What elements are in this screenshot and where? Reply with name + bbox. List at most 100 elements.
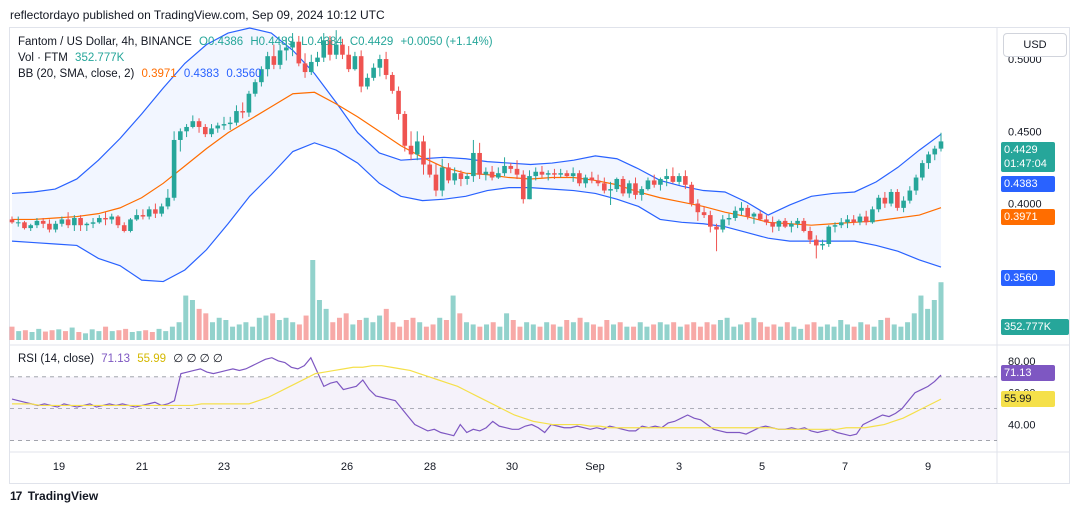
candle-body: [103, 217, 108, 220]
currency-button[interactable]: USD: [1003, 33, 1067, 57]
candle-body: [907, 190, 913, 201]
candle-body: [820, 243, 825, 246]
candle-body: [489, 171, 495, 178]
candle-body: [895, 191, 900, 208]
candle-body: [34, 220, 40, 226]
candle-body: [508, 165, 514, 169]
volume-bar: [844, 324, 850, 340]
volume-bar: [143, 330, 149, 340]
candle-body: [502, 165, 507, 174]
candle-body: [371, 67, 376, 78]
symbol-title: Fantom / US Dollar, 4h, BINANCE: [18, 36, 192, 48]
candle-body: [795, 220, 800, 224]
volume-bar: [764, 326, 770, 340]
volume-bar: [457, 313, 463, 340]
volume-bar: [851, 326, 857, 340]
candle-body: [689, 184, 694, 204]
bb-legend: BB (20, SMA, close, 2) 0.3971 0.4383 0.3…: [18, 68, 266, 80]
candle-body: [770, 222, 775, 227]
candle-body: [333, 44, 339, 55]
volume-bar: [484, 324, 490, 340]
volume-bar: [864, 324, 870, 340]
price-axis-label: 0.4500: [1008, 126, 1042, 138]
rsi-legend: RSI (14, close) 71.13 55.99 ∅ ∅ ∅ ∅: [18, 351, 227, 365]
volume-bar: [677, 326, 683, 340]
volume-bar: [711, 324, 717, 340]
ohlc-open: O0.4386: [199, 36, 244, 48]
volume-bar: [417, 322, 423, 340]
volume-bar: [223, 320, 229, 340]
volume-bar: [744, 322, 750, 340]
rsi-ma-value: 55.99: [137, 353, 167, 365]
candle-body: [427, 164, 433, 175]
candle-body: [901, 200, 906, 208]
candle-body: [240, 111, 245, 113]
volume-bar: [530, 324, 536, 340]
volume-bar: [116, 330, 122, 340]
candle-body: [452, 173, 457, 181]
ohlc-low: L0.4384: [301, 36, 343, 48]
volume-bar: [671, 322, 677, 340]
candle-body: [496, 173, 501, 178]
candle-body: [814, 239, 819, 246]
volume-bar: [684, 324, 690, 340]
volume-bar: [303, 315, 309, 340]
candle-body: [570, 173, 576, 177]
bb-upper-tag: 0.4383: [1001, 176, 1055, 192]
volume-value: 352.777K: [75, 52, 125, 64]
candle-body: [265, 56, 270, 70]
candle-body: [65, 219, 71, 226]
candle-body: [782, 220, 788, 227]
volume-bar: [123, 328, 129, 340]
candle-body: [745, 207, 751, 217]
candle-body: [826, 226, 832, 244]
volume-bar: [824, 324, 830, 340]
rsi-tag: 71.13: [1001, 365, 1055, 381]
volume-bar: [336, 317, 342, 340]
volume-bar: [831, 326, 837, 340]
candle-body: [614, 178, 620, 190]
candle-body: [140, 215, 146, 217]
volume-bar: [310, 260, 316, 340]
bb-lower-tag: 0.3560: [1001, 270, 1055, 286]
volume-bar: [911, 313, 917, 340]
candle-body: [751, 213, 757, 217]
candle-body: [851, 219, 857, 223]
candle-body: [845, 219, 850, 223]
time-axis-label: 23: [218, 461, 230, 473]
volume-bar: [858, 322, 864, 340]
candle-body: [913, 177, 919, 191]
volume-bar: [263, 315, 269, 340]
volume-bar: [383, 308, 389, 340]
bb-lower-line: [11, 142, 942, 283]
candle-body: [215, 125, 221, 129]
volume-bar: [584, 322, 590, 340]
volume-bar: [83, 333, 89, 340]
candle-body: [633, 183, 638, 195]
candle-body: [28, 225, 34, 229]
volume-bar: [731, 326, 737, 340]
volume-bar: [443, 320, 449, 340]
volume-bar: [250, 326, 256, 340]
candle-body: [757, 213, 763, 220]
candle-body: [365, 77, 370, 87]
candle-body: [726, 217, 732, 220]
candle-body: [40, 220, 46, 224]
volume-bar: [758, 322, 764, 340]
volume-bar: [838, 320, 844, 340]
candle-body: [714, 226, 719, 230]
candle-body: [539, 171, 545, 175]
volume-bar: [42, 331, 48, 340]
ohlc-close: C0.4429: [349, 36, 394, 48]
candle-body: [870, 209, 875, 223]
candle-body: [252, 82, 258, 94]
time-axis-label: 3: [676, 461, 682, 473]
time-axis-label: 21: [136, 461, 148, 473]
volume-bar: [149, 332, 155, 340]
candle-body: [938, 141, 944, 149]
candle-body: [202, 126, 208, 135]
volume-bar: [403, 320, 409, 340]
volume-bar: [62, 331, 68, 340]
candle-body: [832, 225, 838, 227]
